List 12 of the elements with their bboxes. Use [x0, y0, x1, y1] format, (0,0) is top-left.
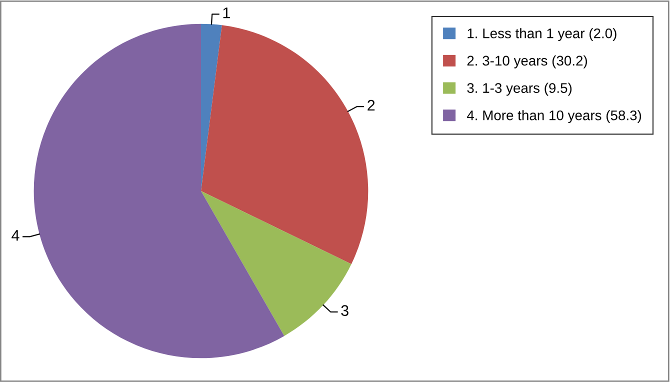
legend-label: 1. Less than 1 year (2.0): [468, 28, 616, 42]
legend-label: 4. More than 10 years (58.3): [466, 110, 642, 124]
text: 1: [223, 8, 230, 18]
pie-slice: [34, 24, 284, 358]
text: 2: [368, 100, 375, 111]
pie-slice: [201, 191, 352, 336]
pie-slice: [201, 24, 222, 191]
text: 3: [341, 305, 348, 316]
legend-label: 2. 3-10 years (30.2): [467, 55, 588, 68]
pie-slice: [201, 25, 368, 264]
legend-label: 3. 1-3 years (9.5): [467, 82, 572, 96]
text: 4: [12, 230, 20, 241]
